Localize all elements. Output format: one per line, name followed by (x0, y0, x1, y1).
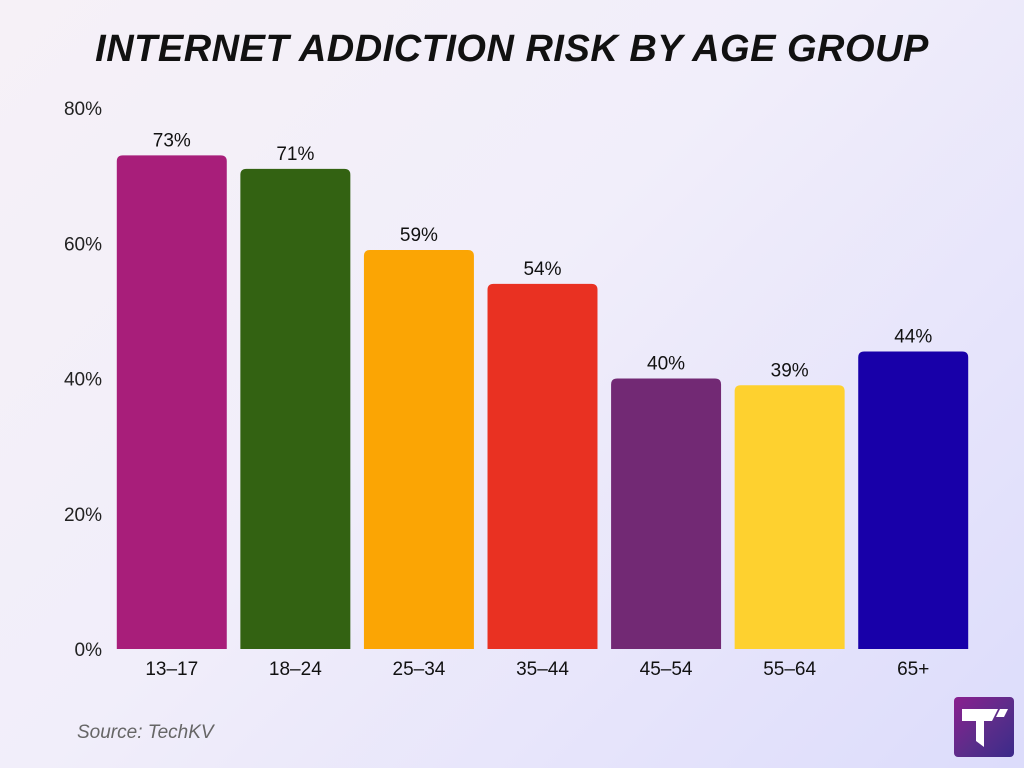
bar (240, 168, 351, 650)
value-label: 39% (771, 360, 809, 381)
chart-title: INTERNET ADDICTION RISK BY AGE GROUP (95, 28, 929, 70)
bar (734, 385, 845, 649)
y-tick-label: 80% (64, 99, 102, 120)
x-tick-label: 18–24 (269, 659, 322, 680)
value-label: 59% (400, 225, 438, 246)
techkv-logo-icon (954, 697, 1014, 757)
x-tick-label: 55–64 (763, 659, 816, 680)
x-tick-label: 13–17 (145, 659, 198, 680)
value-label: 71% (276, 144, 314, 165)
bar (363, 250, 474, 649)
y-tick-label: 40% (64, 370, 102, 391)
value-label: 40% (647, 354, 685, 375)
value-label: 54% (523, 259, 561, 280)
source-note: Source: TechKV (77, 722, 214, 743)
bar (116, 155, 227, 649)
value-label: 73% (153, 130, 191, 151)
x-tick-label: 35–44 (516, 659, 569, 680)
bar (487, 283, 598, 649)
y-tick-label: 20% (64, 505, 102, 526)
bar-chart: 0% 20% 40% 60% 80% 73% 13–17 71% 18–24 59% 25–34 54… (64, 99, 969, 680)
y-tick-label: 60% (64, 234, 102, 255)
bar (858, 351, 969, 649)
y-tick-label: 0% (75, 640, 103, 661)
x-tick-label: 65+ (897, 659, 929, 680)
bar (611, 378, 722, 649)
value-label: 44% (894, 326, 932, 347)
x-tick-label: 25–34 (393, 659, 446, 680)
x-tick-label: 45–54 (640, 659, 693, 680)
